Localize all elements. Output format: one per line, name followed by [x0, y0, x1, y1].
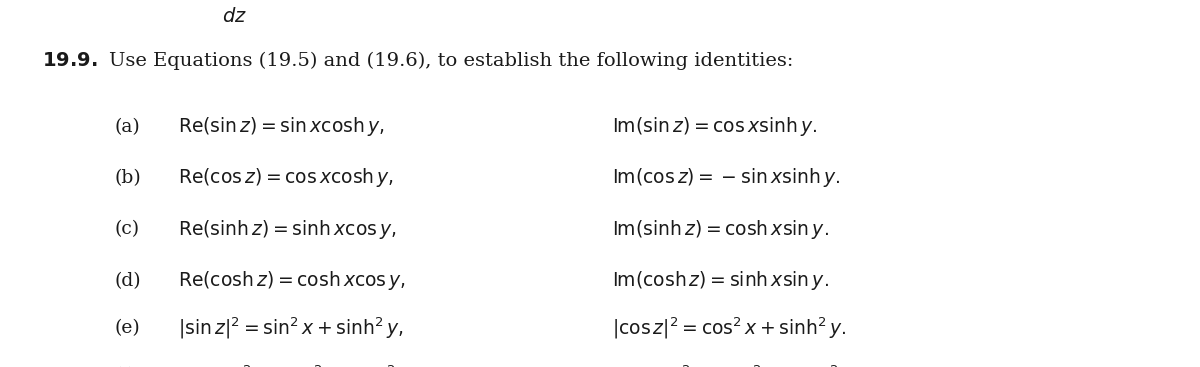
- Text: $|\cosh z|^2 = \sinh^2 x + \cos^2 y.$: $|\cosh z|^2 = \sinh^2 x + \cos^2 y.$: [612, 363, 859, 367]
- Text: $\mathit{dz}$: $\mathit{dz}$: [222, 7, 247, 26]
- Text: Use Equations (19.5) and (19.6), to establish the following identities:: Use Equations (19.5) and (19.6), to esta…: [109, 51, 793, 70]
- Text: $\mathrm{Im}(\sinh z) = \cosh x\sin y.$: $\mathrm{Im}(\sinh z) = \cosh x\sin y.$: [612, 218, 829, 241]
- Text: $\mathrm{Im}(\sin z) = \cos x\sinh y.$: $\mathrm{Im}(\sin z) = \cos x\sinh y.$: [612, 115, 817, 138]
- Text: (b): (b): [114, 169, 140, 187]
- Text: $|\sin z|^2 = \sin^2 x + \sinh^2 y,$: $|\sin z|^2 = \sin^2 x + \sinh^2 y,$: [178, 316, 403, 341]
- Text: (c): (c): [114, 220, 139, 239]
- Text: $\mathrm{Re}(\sin z) = \sin x\cosh y,$: $\mathrm{Re}(\sin z) = \sin x\cosh y,$: [178, 115, 384, 138]
- Text: $\mathrm{Re}(\sinh z) = \sinh x\cos y,$: $\mathrm{Re}(\sinh z) = \sinh x\cos y,$: [178, 218, 396, 241]
- Text: (e): (e): [114, 319, 139, 338]
- Text: (a): (a): [114, 117, 139, 136]
- Text: $|\sinh z|^2 = \sinh^2 x + \sin^2 y,$: $|\sinh z|^2 = \sinh^2 x + \sin^2 y,$: [178, 363, 415, 367]
- Text: $\mathbf{19.9.}$: $\mathbf{19.9.}$: [42, 51, 97, 70]
- Text: (d): (d): [114, 272, 140, 290]
- Text: $|\cos z|^2 = \cos^2 x + \sinh^2 y.$: $|\cos z|^2 = \cos^2 x + \sinh^2 y.$: [612, 316, 847, 341]
- Text: $\mathrm{Re}(\cos z) = \cos x\cosh y,$: $\mathrm{Re}(\cos z) = \cos x\cosh y,$: [178, 167, 394, 189]
- Text: $\mathrm{Im}(\cos z) = -\sin x\sinh y.$: $\mathrm{Im}(\cos z) = -\sin x\sinh y.$: [612, 167, 840, 189]
- Text: $\mathrm{Re}(\cosh z) = \cosh x\cos y,$: $\mathrm{Re}(\cosh z) = \cosh x\cos y,$: [178, 269, 406, 292]
- Text: $\mathrm{Im}(\cosh z) = \sinh x\sin y.$: $\mathrm{Im}(\cosh z) = \sinh x\sin y.$: [612, 269, 829, 292]
